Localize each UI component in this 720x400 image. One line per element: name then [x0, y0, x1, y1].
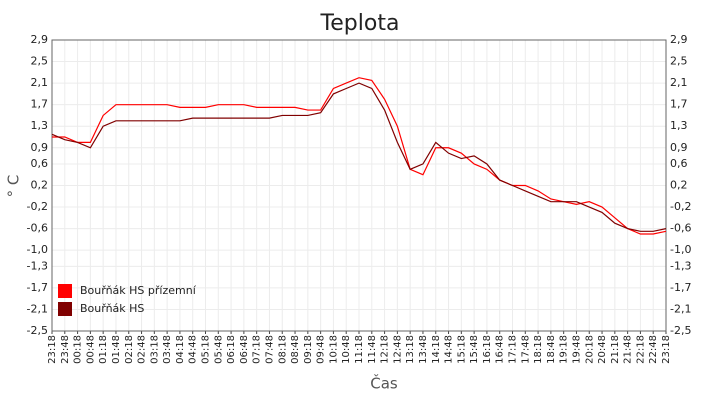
x-tick-label: 14:48	[444, 335, 455, 364]
x-tick-label: 17:48	[520, 335, 531, 364]
x-tick-label: 18:18	[533, 335, 544, 364]
legend-label: Bouřňák HS přízemní	[80, 284, 197, 297]
x-tick-label: 16:48	[495, 335, 506, 364]
y-tick-label: 2,5	[31, 55, 49, 68]
y-tick-label: 0,9	[31, 141, 49, 154]
x-tick-label: 20:18	[584, 335, 595, 364]
y-tick-label: 0,6	[31, 157, 49, 170]
chart-title: Teplota	[320, 11, 400, 36]
y-tick-label: 0,2	[31, 179, 49, 192]
x-tick-label: 20:48	[597, 335, 608, 364]
y2-tick-label: 1,7	[670, 98, 688, 111]
x-tick-label: 00:48	[85, 335, 96, 364]
y2-tick-label: 1,3	[670, 119, 688, 132]
x-tick-label: 15:48	[469, 335, 480, 364]
x-tick-label: 06:18	[226, 335, 237, 364]
x-tick-label: 23:48	[60, 335, 71, 364]
y2-tick-label: 0,6	[670, 157, 688, 170]
y2-tick-label: -1,3	[670, 259, 691, 272]
x-tick-label: 23:18	[661, 335, 672, 364]
x-tick-label: 16:18	[482, 335, 493, 364]
y2-tick-label: 2,1	[670, 76, 688, 89]
y-tick-label: 1,7	[31, 98, 49, 111]
y2-tick-label: -1,0	[670, 243, 691, 256]
y-tick-label: -2,5	[27, 324, 48, 337]
x-tick-label: 14:18	[431, 335, 442, 364]
x-tick-label: 23:18	[47, 335, 58, 364]
x-tick-label: 18:48	[546, 335, 557, 364]
x-tick-label: 03:18	[149, 335, 160, 364]
y-tick-label: -1,3	[27, 259, 48, 272]
x-tick-label: 10:48	[341, 335, 352, 364]
x-tick-label: 15:18	[456, 335, 467, 364]
x-tick-label: 19:48	[571, 335, 582, 364]
y2-tick-label: -0,2	[670, 200, 691, 213]
x-tick-label: 07:48	[264, 335, 275, 364]
x-tick-label: 10:18	[328, 335, 339, 364]
x-tick-label: 03:48	[162, 335, 173, 364]
legend-swatch	[58, 284, 72, 298]
x-tick-label: 17:18	[508, 335, 519, 364]
y-tick-label: 1,3	[31, 119, 49, 132]
x-tick-label: 08:48	[290, 335, 301, 364]
y-axis-label: ° C	[5, 175, 23, 198]
x-tick-label: 04:48	[188, 335, 199, 364]
series-line	[51, 82, 667, 232]
x-axis-label: Čas	[370, 374, 398, 393]
y-tick-label: 2,1	[31, 76, 49, 89]
y-tick-label: -0,6	[27, 222, 48, 235]
x-tick-label: 21:48	[623, 335, 634, 364]
y-tick-label: -1,0	[27, 243, 48, 256]
x-tick-label: 11:18	[354, 335, 365, 364]
y-tick-label: -0,2	[27, 200, 48, 213]
y2-tick-label: -0,6	[670, 222, 691, 235]
x-tick-label: 13:18	[405, 335, 416, 364]
y2-tick-label: -2,5	[670, 324, 691, 337]
x-tick-label: 13:48	[418, 335, 429, 364]
y-tick-label: 2,9	[31, 33, 49, 46]
x-tick-label: 09:48	[316, 335, 327, 364]
x-tick-label: 07:18	[252, 335, 263, 364]
x-tick-label: 01:18	[98, 335, 109, 364]
x-tick-label: 05:48	[213, 335, 224, 364]
y-tick-label: -1,7	[27, 281, 48, 294]
x-tick-label: 01:48	[111, 335, 122, 364]
x-tick-label: 04:18	[175, 335, 186, 364]
x-tick-label: 22:48	[648, 335, 659, 364]
x-tick-label: 09:18	[303, 335, 314, 364]
y2-tick-label: 0,2	[670, 179, 688, 192]
x-tick-label: 12:48	[392, 335, 403, 364]
x-tick-label: 02:18	[124, 335, 135, 364]
y2-tick-label: -1,7	[670, 281, 691, 294]
x-tick-label: 11:48	[367, 335, 378, 364]
y2-tick-label: 2,5	[670, 55, 688, 68]
x-tick-label: 22:18	[635, 335, 646, 364]
x-tick-label: 00:18	[73, 335, 84, 364]
y-tick-label: -2,1	[27, 302, 48, 315]
x-tick-label: 02:48	[137, 335, 148, 364]
x-tick-label: 06:48	[239, 335, 250, 364]
legend-swatch	[58, 302, 72, 316]
x-tick-label: 21:18	[610, 335, 621, 364]
y2-tick-label: 0,9	[670, 141, 688, 154]
x-tick-label: 05:18	[201, 335, 212, 364]
plot-frame	[51, 39, 667, 332]
y2-tick-label: -2,1	[670, 302, 691, 315]
y2-tick-label: 2,9	[670, 33, 688, 46]
legend-label: Bouřňák HS	[80, 302, 144, 315]
x-tick-label: 19:18	[559, 335, 570, 364]
x-tick-label: 08:18	[277, 335, 288, 364]
x-tick-label: 12:18	[380, 335, 391, 364]
